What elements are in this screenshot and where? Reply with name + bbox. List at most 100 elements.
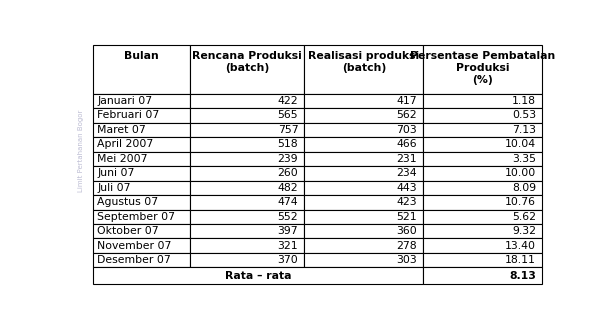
Text: 518: 518 (278, 139, 298, 149)
Text: Agustus 07: Agustus 07 (97, 197, 159, 207)
Bar (304, 137, 424, 152)
Bar (190, 152, 304, 166)
Text: Rencana Produksi
(batch): Rencana Produksi (batch) (192, 51, 302, 73)
Bar (424, 238, 542, 253)
Text: 239: 239 (278, 154, 298, 164)
Bar (93, 123, 190, 137)
Text: 10.00: 10.00 (505, 168, 536, 178)
Bar (304, 210, 424, 224)
Bar (93, 108, 190, 123)
Text: Bulan: Bulan (124, 51, 159, 61)
Bar (93, 45, 190, 94)
Text: 278: 278 (396, 241, 417, 251)
Bar (424, 94, 542, 108)
Bar (304, 224, 424, 238)
Bar (190, 108, 304, 123)
Text: 552: 552 (278, 212, 298, 222)
Text: Limit Pertahanan Bogor: Limit Pertahanan Bogor (78, 110, 84, 192)
Text: Realisasi produksi
(batch): Realisasi produksi (batch) (308, 51, 419, 73)
Text: Oktober 07: Oktober 07 (97, 226, 159, 236)
Bar (93, 224, 190, 238)
Text: Juni 07: Juni 07 (97, 168, 134, 178)
Bar (190, 137, 304, 152)
Bar (93, 267, 424, 284)
Bar (190, 253, 304, 267)
Text: 8.09: 8.09 (512, 183, 536, 193)
Text: November 07: November 07 (97, 241, 172, 251)
Text: Desember 07: Desember 07 (97, 255, 171, 265)
Text: April 2007: April 2007 (97, 139, 154, 149)
Bar (93, 137, 190, 152)
Text: 1.18: 1.18 (512, 96, 536, 106)
Text: 443: 443 (396, 183, 417, 193)
Bar (190, 180, 304, 195)
Text: 18.11: 18.11 (505, 255, 536, 265)
Bar (424, 267, 542, 284)
Text: 423: 423 (396, 197, 417, 207)
Bar (424, 108, 542, 123)
Text: 303: 303 (396, 255, 417, 265)
Bar (93, 152, 190, 166)
Bar (424, 152, 542, 166)
Bar (190, 195, 304, 210)
Bar (304, 195, 424, 210)
Text: 757: 757 (278, 125, 298, 135)
Text: Juli 07: Juli 07 (97, 183, 131, 193)
Text: Rata – rata: Rata – rata (225, 271, 292, 281)
Bar (190, 210, 304, 224)
Text: 13.40: 13.40 (505, 241, 536, 251)
Bar (190, 238, 304, 253)
Text: 370: 370 (278, 255, 298, 265)
Text: Februari 07: Februari 07 (97, 110, 160, 121)
Text: 260: 260 (278, 168, 298, 178)
Bar (304, 253, 424, 267)
Text: 9.32: 9.32 (512, 226, 536, 236)
Text: Januari 07: Januari 07 (97, 96, 152, 106)
Text: 234: 234 (396, 168, 417, 178)
Bar (424, 45, 542, 94)
Bar (424, 166, 542, 180)
Text: September 07: September 07 (97, 212, 175, 222)
Text: 703: 703 (396, 125, 417, 135)
Bar (93, 166, 190, 180)
Bar (304, 123, 424, 137)
Bar (424, 123, 542, 137)
Bar (190, 224, 304, 238)
Text: Mei 2007: Mei 2007 (97, 154, 148, 164)
Bar (424, 224, 542, 238)
Bar (304, 94, 424, 108)
Bar (304, 152, 424, 166)
Bar (304, 108, 424, 123)
Text: 521: 521 (396, 212, 417, 222)
Text: 422: 422 (278, 96, 298, 106)
Bar (190, 123, 304, 137)
Bar (93, 195, 190, 210)
Text: 231: 231 (396, 154, 417, 164)
Bar (93, 180, 190, 195)
Text: 3.35: 3.35 (512, 154, 536, 164)
Text: 474: 474 (278, 197, 298, 207)
Bar (93, 253, 190, 267)
Bar (304, 238, 424, 253)
Bar (424, 137, 542, 152)
Bar (424, 195, 542, 210)
Bar (190, 166, 304, 180)
Bar (93, 238, 190, 253)
Text: 482: 482 (278, 183, 298, 193)
Bar (424, 210, 542, 224)
Bar (424, 180, 542, 195)
Text: 360: 360 (396, 226, 417, 236)
Bar (304, 180, 424, 195)
Bar (93, 210, 190, 224)
Text: 466: 466 (396, 139, 417, 149)
Bar (304, 45, 424, 94)
Text: Persentase Pembatalan
Produksi
(%): Persentase Pembatalan Produksi (%) (410, 51, 555, 85)
Bar (424, 253, 542, 267)
Text: 565: 565 (278, 110, 298, 121)
Text: 397: 397 (278, 226, 298, 236)
Bar (304, 166, 424, 180)
Text: 8.13: 8.13 (509, 271, 536, 281)
Bar (190, 45, 304, 94)
Text: 10.76: 10.76 (505, 197, 536, 207)
Text: 5.62: 5.62 (512, 212, 536, 222)
